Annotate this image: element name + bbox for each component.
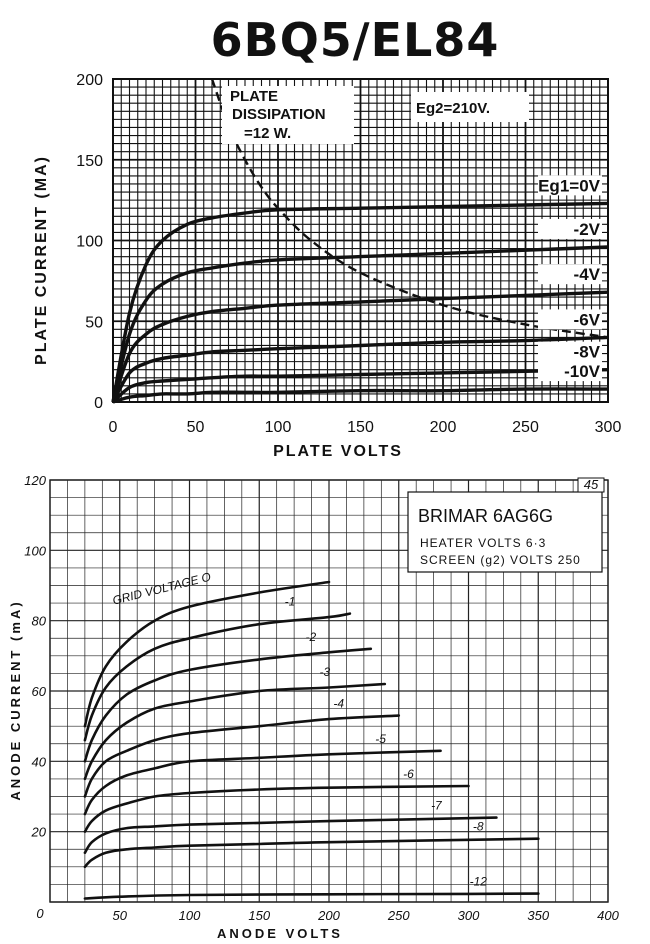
series-line-3 xyxy=(83,682,387,781)
dissipation-curve xyxy=(210,78,609,339)
x-tick-label: 150 xyxy=(248,908,270,923)
curve-label-bg xyxy=(538,264,602,285)
curve-label-3: -3 xyxy=(319,665,330,679)
x-tick-label: 350 xyxy=(527,908,549,923)
x-tick-label: 200 xyxy=(317,908,340,923)
screen-voltage-label: Eg2=210V. xyxy=(416,100,490,117)
x-tick-label: 150 xyxy=(347,419,374,436)
info-heater: HEATER VOLTS 6·3 xyxy=(420,536,546,550)
x-tick-label: 100 xyxy=(179,908,201,923)
series-line-10v xyxy=(112,387,609,404)
curve-label-bg xyxy=(538,218,602,239)
x-axis-label: ANODE VOLTS xyxy=(217,926,343,941)
series-line-4 xyxy=(83,714,401,798)
y-tick-label: 120 xyxy=(24,473,46,488)
info-screen: SCREEN (g2) VOLTS 250 xyxy=(420,553,581,567)
x-tick-label: 300 xyxy=(458,908,480,923)
series-line-2v xyxy=(111,245,609,403)
origin-label: 0 xyxy=(36,906,44,921)
corner-mark: 45 xyxy=(577,477,605,493)
series-line-6 xyxy=(83,784,470,833)
curve-label-12: -12 xyxy=(470,875,488,889)
curve-label-2v: -2V xyxy=(574,220,601,239)
x-tick-label: 250 xyxy=(387,908,410,923)
series-line-5 xyxy=(83,749,442,816)
y-axis-label: PLATE CURRENT (MA) xyxy=(33,155,50,365)
curve-label-1: -1 xyxy=(285,595,296,609)
page-title: 6BQ5/EL84 xyxy=(211,13,500,67)
curve-label-2: -2 xyxy=(306,630,317,644)
dissipation-label-3: =12 W. xyxy=(244,125,291,142)
curves xyxy=(83,580,540,900)
y-tick-label: 50 xyxy=(85,314,103,331)
curve-label-5: -5 xyxy=(375,732,386,746)
dissipation-label-2: DISSIPATION xyxy=(232,106,326,123)
y-tick-label: 0 xyxy=(94,395,103,412)
curve-label-4v: -4V xyxy=(574,265,601,284)
curve-label-10v: -10V xyxy=(564,362,601,381)
y-tick-label: 200 xyxy=(76,72,103,89)
series-line-4v xyxy=(111,290,609,403)
series-line-1 xyxy=(83,612,352,742)
y-tick-label: 100 xyxy=(24,543,46,558)
x-tick-label: 50 xyxy=(113,908,128,923)
y-tick-label: 150 xyxy=(76,153,103,170)
info-title: BRIMAR 6AG6G xyxy=(418,506,553,526)
series-line-7 xyxy=(83,816,498,855)
curve-label-bg xyxy=(538,175,602,196)
y-tick-label: 40 xyxy=(32,754,47,769)
screen-voltage-annotation: Eg2=210V. xyxy=(411,92,529,122)
y-axis-label: ANODE CURRENT (mA) xyxy=(8,599,23,800)
tick-labels: 50 100 150 200 250 300 350 400 20 40 60 80 100 120 xyxy=(24,473,619,923)
series-line-12 xyxy=(83,892,540,900)
curves xyxy=(111,78,609,404)
curve-label-eg1-0v: Eg1=0V xyxy=(538,176,601,195)
curve-label-bg xyxy=(538,361,602,382)
x-tick-label: 200 xyxy=(430,419,457,436)
curve-label-6v: -6V xyxy=(574,310,601,329)
chart-6bq5: 0 50 100 150 200 250 300 0 50 100 150 200 Eg1=0V -2V… xyxy=(33,72,621,460)
y-tick-label: 100 xyxy=(76,234,103,251)
x-tick-label: 0 xyxy=(109,419,118,436)
curve-label-bg xyxy=(538,309,602,330)
curve-label-4: -4 xyxy=(333,697,344,711)
x-tick-label: 400 xyxy=(597,908,619,923)
curve-label-7: -7 xyxy=(431,799,443,813)
series-line-eg1-0v xyxy=(111,201,609,403)
curve-label-8v: -8V xyxy=(574,343,601,362)
x-tick-label: 50 xyxy=(187,419,205,436)
tick-labels: 0 50 100 150 200 250 300 0 50 100 150 200 xyxy=(76,72,621,436)
grid xyxy=(112,78,609,403)
x-tick-label: 100 xyxy=(265,419,292,436)
dissipation-label-1: PLATE xyxy=(230,88,278,105)
y-tick-label: 20 xyxy=(31,825,47,840)
y-tick-label: 80 xyxy=(32,614,47,629)
series-line-2 xyxy=(83,647,373,763)
series-line-grid-voltage-o xyxy=(83,580,331,728)
series-line-6v xyxy=(111,335,609,403)
curve-label-8: -8 xyxy=(473,820,484,834)
curve-labels: Eg1=0V -2V -4V -6V -8V-10V xyxy=(538,175,602,382)
info-box: BRIMAR 6AG6G HEATER VOLTS 6·3 SCREEN (g2… xyxy=(407,491,603,573)
corner-mark-label: 45 xyxy=(584,477,599,492)
series-line-8 xyxy=(83,837,540,869)
dissipation-annotation: PLATE DISSIPATION =12 W. xyxy=(222,86,354,144)
series-line-8v xyxy=(111,368,609,404)
x-axis-label: PLATE VOLTS xyxy=(273,443,403,460)
x-tick-label: 250 xyxy=(512,419,539,436)
curve-label-6: -6 xyxy=(403,767,414,781)
curve-label-bg xyxy=(538,341,602,362)
x-tick-label: 300 xyxy=(595,419,622,436)
y-tick-label: 60 xyxy=(32,684,47,699)
